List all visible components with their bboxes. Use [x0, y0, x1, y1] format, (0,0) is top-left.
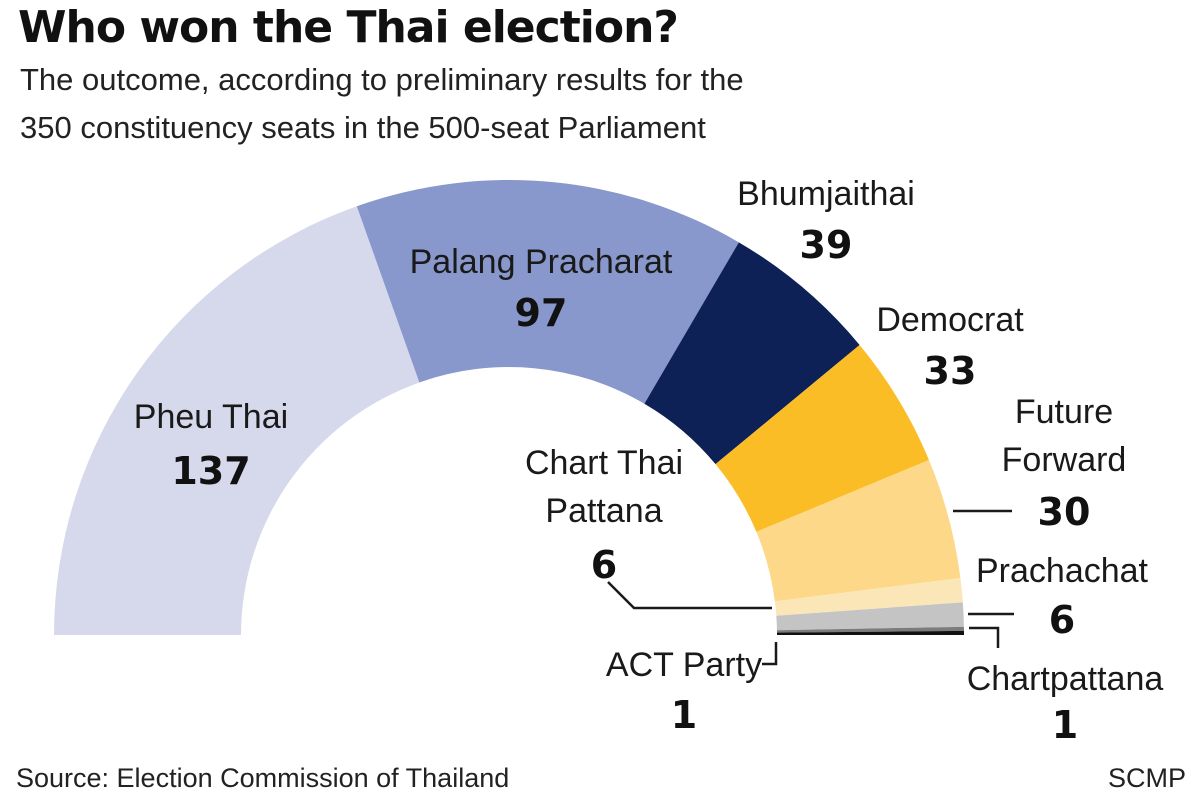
- value-pheu-thai: 137: [171, 449, 250, 493]
- leader-chartpattana: [969, 626, 1000, 648]
- label-democrat: Democrat: [876, 301, 1024, 339]
- slice-future-forward: [756, 459, 961, 602]
- slice-chartpattana: [776, 630, 964, 635]
- slice-chart-thai-pattana: [774, 577, 963, 616]
- credit-label: SCMP: [1107, 763, 1186, 793]
- value-act-party: 1: [671, 693, 697, 737]
- leader-chart-thai-pattana: [607, 581, 772, 610]
- slice-prachachat: [776, 602, 964, 631]
- label-palang-pracharat: Palang Pracharat: [410, 243, 673, 281]
- chart-subtitle-line-2: 350 constituency seats in the 500-seat P…: [20, 110, 706, 145]
- label-bhumjaithai: Bhumjaithai: [737, 175, 915, 213]
- label-future-forward-line-2: Forward: [1002, 441, 1127, 479]
- slice-act-party: [776, 626, 964, 633]
- chart-title: Who won the Thai election?: [18, 2, 679, 53]
- slice-palang-pracharat: [356, 180, 739, 404]
- label-act-party: ACT Party: [606, 646, 762, 684]
- value-chartpattana: 1: [1052, 703, 1078, 747]
- value-palang-pracharat: 97: [515, 291, 568, 335]
- label-chart-thai-pattana-line-2: Pattana: [545, 492, 662, 530]
- leader-act-party: [762, 642, 778, 666]
- label-future-forward-line-1: Future: [1015, 393, 1113, 431]
- label-chartpattana: Chartpattana: [967, 660, 1164, 698]
- value-chart-thai-pattana: 6: [591, 543, 617, 587]
- value-bhumjaithai: 39: [800, 223, 853, 267]
- label-pheu-thai: Pheu Thai: [134, 398, 288, 436]
- source-note: Source: Election Commission of Thailand: [16, 763, 510, 793]
- value-prachachat: 6: [1049, 598, 1075, 642]
- value-democrat: 33: [924, 349, 977, 393]
- chart-subtitle-line-1: The outcome, according to preliminary re…: [20, 62, 744, 97]
- label-prachachat: Prachachat: [976, 552, 1149, 590]
- label-chart-thai-pattana-line-1: Chart Thai: [525, 444, 683, 482]
- slice-democrat: [715, 344, 929, 532]
- slice-pheu-thai: [54, 206, 420, 635]
- value-future-forward: 30: [1038, 490, 1091, 534]
- slice-bhumjaithai: [644, 242, 860, 465]
